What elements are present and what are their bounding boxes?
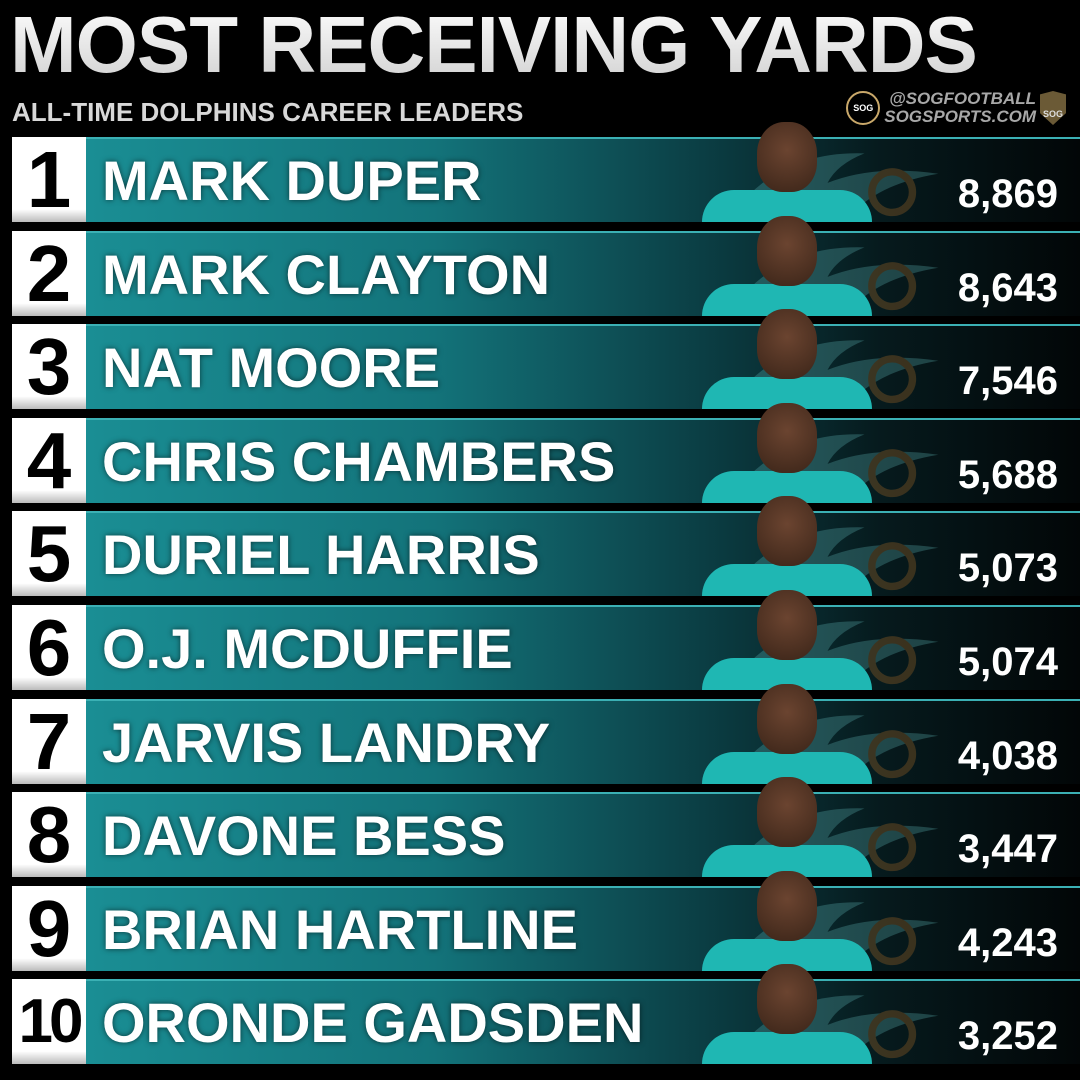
name-bar — [86, 605, 1080, 690]
receiving-yards: 5,688 — [957, 452, 1058, 497]
receiving-yards: 8,869 — [957, 172, 1058, 216]
player-name: MARK CLAYTON — [102, 242, 551, 306]
leader-row: 4 CHRIS CHAMBERS 5,688 — [12, 402, 1080, 505]
receiving-yards: 8,643 — [957, 265, 1058, 310]
brand-site: SOGSPORTS.COM — [884, 107, 1036, 126]
player-name: ORONDE GADSDEN — [102, 991, 644, 1055]
rank-number: 3 — [26, 322, 72, 412]
rank-number: 2 — [26, 228, 72, 318]
receiving-yards: 3,447 — [957, 827, 1058, 872]
leader-row: 2 MARK CLAYTON 8,643 — [12, 215, 1080, 318]
player-name: CHRIS CHAMBERS — [102, 429, 616, 493]
player-photo — [702, 590, 872, 690]
player-name: NAT MOORE — [102, 336, 441, 400]
rank-box: 10 — [12, 979, 86, 1065]
receiving-yards: 4,038 — [957, 733, 1058, 778]
receiving-yards: 5,074 — [957, 640, 1058, 684]
leader-row: 8 DAVONE BESS 3,447 — [12, 777, 1080, 880]
leader-row: 6 O.J. MCDUFFIE 5,074 — [12, 590, 1080, 690]
player-name: DAVONE BESS — [102, 804, 506, 868]
leader-row: 7 JARVIS LANDRY 4,038 — [12, 683, 1080, 786]
page-subtitle: ALL-TIME DOLPHINS CAREER LEADERS — [12, 97, 524, 127]
page-title: MOST RECEIVING YARDS — [10, 0, 978, 89]
player-photo — [702, 215, 872, 316]
jersey — [702, 1032, 872, 1065]
rank-box: 7 — [12, 696, 86, 786]
brand: SOG @SOGFOOTBALL SOGSPORTS.COM SOG — [846, 90, 1066, 126]
rank-box: 5 — [12, 509, 86, 599]
player-name: JARVIS LANDRY — [102, 710, 551, 774]
player-name: DURIEL HARRIS — [102, 523, 540, 587]
rank-number: 4 — [26, 415, 72, 505]
name-bar — [86, 417, 1080, 503]
rank-box: 6 — [12, 605, 86, 690]
rank-box: 9 — [12, 883, 86, 973]
leader-row: 9 BRIAN HARTLINE 4,243 — [12, 870, 1080, 973]
name-bar — [86, 885, 1080, 971]
player-photo — [702, 870, 872, 971]
rank-box: 1 — [12, 137, 86, 222]
player-head — [757, 402, 817, 473]
leader-row: 5 DURIEL HARRIS 5,073 — [12, 496, 1080, 599]
player-name: O.J. MCDUFFIE — [102, 617, 513, 680]
brand-handle: @SOGFOOTBALL — [889, 89, 1036, 108]
player-photo — [702, 122, 872, 222]
rank-number: 10 — [18, 987, 84, 1057]
rank-number: 5 — [26, 509, 72, 599]
rank-number: 9 — [26, 883, 72, 973]
sog-logo-icon: SOG — [846, 91, 881, 125]
rank-box: 4 — [12, 415, 86, 505]
leader-row: 3 NAT MOORE 7,546 — [12, 309, 1080, 412]
name-bar — [86, 698, 1080, 784]
player-head — [757, 590, 817, 660]
player-head — [757, 964, 817, 1035]
rank-number: 1 — [26, 135, 72, 224]
rank-box: 2 — [12, 228, 86, 318]
receiving-yards: 5,073 — [957, 546, 1058, 591]
sog-shield-icon: SOG — [1040, 91, 1066, 125]
player-head — [757, 777, 817, 848]
rank-number: 7 — [26, 696, 72, 786]
player-photo — [702, 964, 872, 1065]
player-photo — [702, 496, 872, 597]
player-photo — [702, 777, 872, 878]
rank-number: 6 — [26, 603, 72, 692]
player-name: BRIAN HARTLINE — [102, 897, 578, 961]
player-head — [757, 309, 817, 380]
receiving-yards: 3,252 — [957, 1014, 1058, 1059]
player-photo — [702, 683, 872, 784]
rank-box: 3 — [12, 322, 86, 412]
player-photo — [702, 402, 872, 503]
leader-row: 1 MARK DUPER 8,869 — [12, 122, 1080, 222]
player-head — [757, 215, 817, 286]
player-name: MARK DUPER — [102, 149, 482, 212]
player-head — [757, 122, 817, 192]
player-head — [757, 683, 817, 754]
name-bar — [86, 230, 1080, 316]
leader-row: 10 ORONDE GADSDEN 3,252 — [12, 964, 1080, 1065]
player-head — [757, 496, 817, 567]
receiving-yards: 7,546 — [957, 359, 1058, 404]
player-photo — [702, 309, 872, 410]
rank-box: 8 — [12, 790, 86, 880]
rank-number: 8 — [26, 790, 72, 880]
receiving-yards: 4,243 — [957, 920, 1058, 965]
player-head — [757, 870, 817, 941]
